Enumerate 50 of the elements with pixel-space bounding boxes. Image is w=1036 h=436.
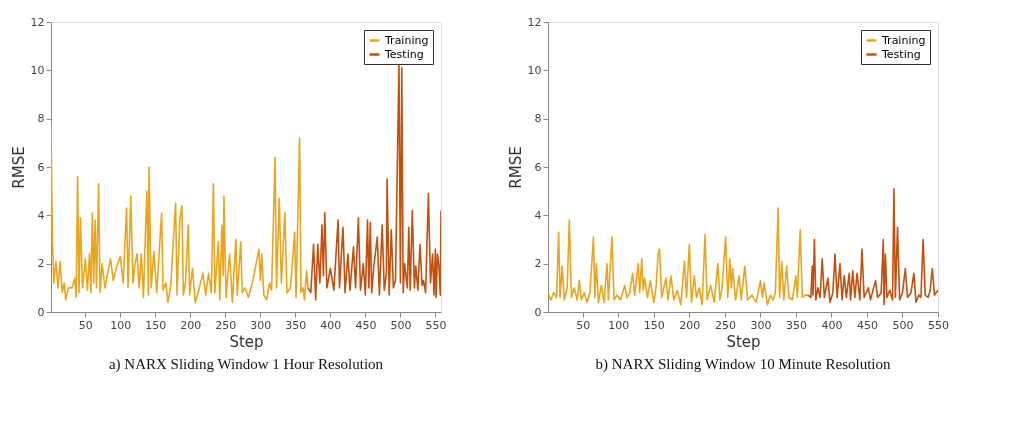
x-tick-label: 350 <box>785 318 807 332</box>
x-tick-label: 200 <box>180 318 202 332</box>
y-tick-label: 12 <box>527 15 542 29</box>
x-tick-label: 300 <box>750 318 772 332</box>
y-tick-label: 2 <box>37 257 45 271</box>
x-tick-label: 300 <box>250 318 272 332</box>
text: a) NARX Sliding Window 1 Hour Resolution <box>108 356 384 373</box>
x-tick-label: 200 <box>679 318 701 332</box>
y-tick-label: 10 <box>527 63 542 77</box>
line-series <box>51 122 309 304</box>
x-tick-label: 500 <box>390 318 412 332</box>
x-tick-label: 150 <box>643 318 665 332</box>
y-axis-title: RMSE <box>506 146 525 189</box>
x-tick-label: 50 <box>576 318 591 332</box>
legend-label: Testing <box>384 47 424 61</box>
legend-label: Training <box>384 33 429 47</box>
line-series <box>548 207 809 306</box>
x-axis-title: Step <box>229 332 264 351</box>
line-series <box>307 62 441 301</box>
x-tick-label: 550 <box>425 318 447 332</box>
y-tick-label: 4 <box>37 208 45 222</box>
x-tick-label: 450 <box>355 318 377 332</box>
line-series <box>807 187 938 306</box>
y-tick-label: 6 <box>37 160 45 174</box>
legend-label: Testing <box>881 47 921 61</box>
y-tick-label: 12 <box>30 15 45 29</box>
x-tick-label: 400 <box>821 318 843 332</box>
legend-label: Training <box>881 33 926 47</box>
x-tick-label: 250 <box>215 318 237 332</box>
y-tick-label: 0 <box>37 305 45 319</box>
text: b) NARX Sliding Window 10 Minute Resolution <box>595 356 891 373</box>
x-tick-label: 250 <box>714 318 736 332</box>
x-tick-label: 400 <box>320 318 342 332</box>
x-tick-label: 350 <box>285 318 307 332</box>
x-tick-label: 450 <box>856 318 878 332</box>
y-axis-title: RMSE <box>9 146 28 189</box>
y-tick-label: 8 <box>37 112 45 126</box>
x-axis-title: Step <box>726 332 761 351</box>
y-tick-label: 0 <box>534 305 542 319</box>
y-tick-label: 6 <box>534 160 542 174</box>
x-tick-label: 100 <box>110 318 132 332</box>
y-tick-label: 2 <box>534 257 542 271</box>
x-tick-label: 50 <box>78 318 93 332</box>
x-tick-label: 150 <box>145 318 167 332</box>
y-tick-label: 4 <box>534 208 542 222</box>
x-tick-label: 500 <box>892 318 914 332</box>
y-tick-label: 8 <box>534 112 542 126</box>
x-tick-label: 550 <box>928 318 949 332</box>
x-tick-label: 100 <box>608 318 630 332</box>
y-tick-label: 10 <box>30 63 45 77</box>
